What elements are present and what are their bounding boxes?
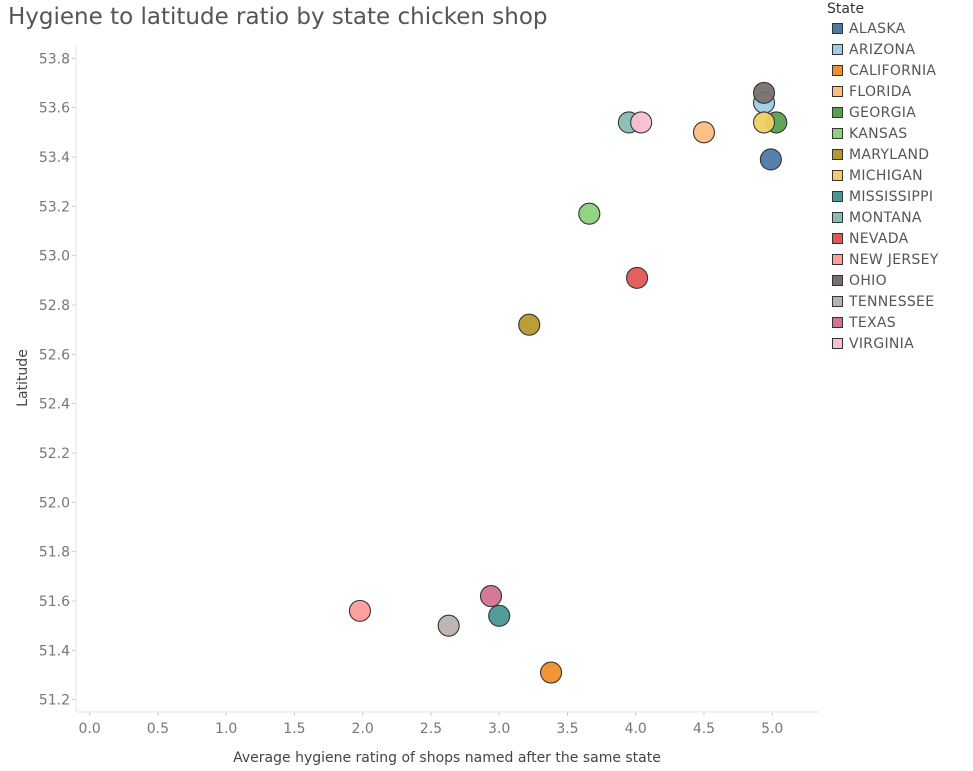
- y-tick-label: 53.6: [39, 101, 70, 117]
- y-axis: 51.2 51.4 51.6 51.8 52.0 52.2 52.4 52.6 52.8 53.0…: [39, 51, 76, 709]
- y-axis-label: Latitude: [15, 349, 31, 407]
- data-point-ohio[interactable]: [752, 81, 776, 104]
- legend-swatch: [832, 170, 843, 181]
- y-tick-label: 53.2: [39, 199, 70, 215]
- legend-item-arizona[interactable]: ARIZONA: [827, 39, 939, 60]
- y-tick-label: 52.2: [39, 446, 70, 462]
- data-point-mississippi[interactable]: [488, 604, 511, 627]
- legend-label: ARIZONA: [849, 41, 916, 58]
- legend-item-kansas[interactable]: KANSAS: [827, 123, 939, 144]
- data-point-nevada[interactable]: [626, 266, 649, 289]
- x-tick-label: 4.0: [625, 721, 647, 737]
- legend-swatch: [832, 233, 843, 244]
- legend-swatch: [832, 191, 843, 202]
- y-tick-label: 52.0: [39, 495, 70, 511]
- data-point-kansas[interactable]: [578, 202, 601, 225]
- x-tick-label: 4.5: [693, 721, 715, 737]
- x-tick-label: 1.5: [283, 721, 305, 737]
- legend-item-mississippi[interactable]: MISSISSIPPI: [827, 186, 939, 207]
- y-tick-label: 51.2: [39, 693, 70, 709]
- legend-swatch: [832, 128, 843, 139]
- legend-item-montana[interactable]: MONTANA: [827, 207, 939, 228]
- legend-label: KANSAS: [849, 125, 908, 142]
- legend-item-nevada[interactable]: NEVADA: [827, 228, 939, 249]
- legend-swatch: [832, 44, 843, 55]
- legend-label: ALASKA: [849, 20, 906, 37]
- legend-item-maryland[interactable]: MARYLAND: [827, 144, 939, 165]
- x-tick-label: 0.5: [147, 721, 169, 737]
- data-point-michigan[interactable]: [752, 111, 776, 134]
- legend-label: CALIFORNIA: [849, 62, 937, 79]
- x-tick-label: 5.0: [761, 721, 783, 737]
- legend-swatch: [832, 317, 843, 328]
- legend-label: VIRGINIA: [849, 335, 914, 352]
- x-tick-label: 0.0: [79, 721, 101, 737]
- legend-label: MONTANA: [849, 209, 922, 226]
- data-point-alaska[interactable]: [759, 148, 782, 171]
- legend-swatch: [832, 149, 843, 160]
- y-tick-label: 52.8: [39, 298, 70, 314]
- legend-item-ohio[interactable]: OHIO: [827, 270, 939, 291]
- legend-label: MISSISSIPPI: [849, 188, 934, 205]
- legend-swatch: [832, 296, 843, 307]
- chart-title: Hygiene to latitude ratio by state chick…: [8, 4, 548, 30]
- legend-label: TEXAS: [849, 314, 896, 331]
- legend-label: GEORGIA: [849, 104, 917, 121]
- legend-label: MICHIGAN: [849, 167, 923, 184]
- legend-swatch: [832, 23, 843, 34]
- legend: State ALASKA ARIZONA CALIFORNIA FLORIDA GEOR…: [827, 0, 939, 354]
- legend-label: FLORIDA: [849, 83, 912, 100]
- legend-label: OHIO: [849, 272, 887, 289]
- y-tick-label: 51.4: [39, 643, 70, 659]
- data-point-texas[interactable]: [479, 585, 503, 608]
- x-tick-label: 3.5: [556, 721, 578, 737]
- y-tick-label: 52.4: [39, 397, 70, 413]
- legend-item-alaska[interactable]: ALASKA: [827, 18, 939, 39]
- legend-item-tennessee[interactable]: TENNESSEE: [827, 291, 939, 312]
- data-point-california[interactable]: [540, 661, 563, 684]
- legend-item-michigan[interactable]: MICHIGAN: [827, 165, 939, 186]
- y-tick-label: 53.0: [39, 249, 70, 265]
- x-axis-label: Average hygiene rating of shops named af…: [233, 750, 661, 766]
- legend-swatch: [832, 86, 843, 97]
- legend-items: ALASKA ARIZONA CALIFORNIA FLORIDA GEORGIA KAN…: [827, 18, 939, 354]
- y-tick-label: 53.8: [39, 51, 70, 67]
- data-points: [348, 81, 788, 684]
- legend-item-georgia[interactable]: GEORGIA: [827, 102, 939, 123]
- legend-item-new-jersey[interactable]: NEW JERSEY: [827, 249, 939, 270]
- y-tick-label: 53.4: [39, 150, 70, 166]
- data-point-florida[interactable]: [692, 121, 716, 144]
- data-point-virginia[interactable]: [630, 111, 653, 134]
- legend-swatch: [832, 338, 843, 349]
- legend-swatch: [832, 275, 843, 286]
- legend-item-florida[interactable]: FLORIDA: [827, 81, 939, 102]
- legend-swatch: [832, 212, 843, 223]
- x-tick-label: 2.5: [420, 721, 442, 737]
- y-tick-label: 51.6: [39, 594, 70, 610]
- legend-label: NEW JERSEY: [849, 251, 939, 268]
- legend-item-virginia[interactable]: VIRGINIA: [827, 333, 939, 354]
- y-tick-label: 52.6: [39, 347, 70, 363]
- legend-label: MARYLAND: [849, 146, 930, 163]
- data-point-new-jersey[interactable]: [348, 599, 371, 622]
- x-tick-label: 1.0: [215, 721, 237, 737]
- legend-title: State: [827, 1, 865, 17]
- legend-item-texas[interactable]: TEXAS: [827, 312, 939, 333]
- legend-swatch: [832, 65, 843, 76]
- y-tick-label: 51.8: [39, 545, 70, 561]
- x-tick-label: 3.0: [488, 721, 510, 737]
- legend-label: TENNESSEE: [849, 293, 935, 310]
- legend-item-california[interactable]: CALIFORNIA: [827, 60, 939, 81]
- x-tick-label: 2.0: [352, 721, 374, 737]
- legend-swatch: [832, 107, 843, 118]
- data-point-tennessee[interactable]: [437, 614, 460, 637]
- data-point-maryland[interactable]: [518, 313, 541, 336]
- legend-label: NEVADA: [849, 230, 909, 247]
- legend-swatch: [832, 254, 843, 265]
- x-axis: 0.0 0.5 1.0 1.5 2.0 2.5 3.0 3.5 4.0 4.5 5.0: [79, 712, 783, 737]
